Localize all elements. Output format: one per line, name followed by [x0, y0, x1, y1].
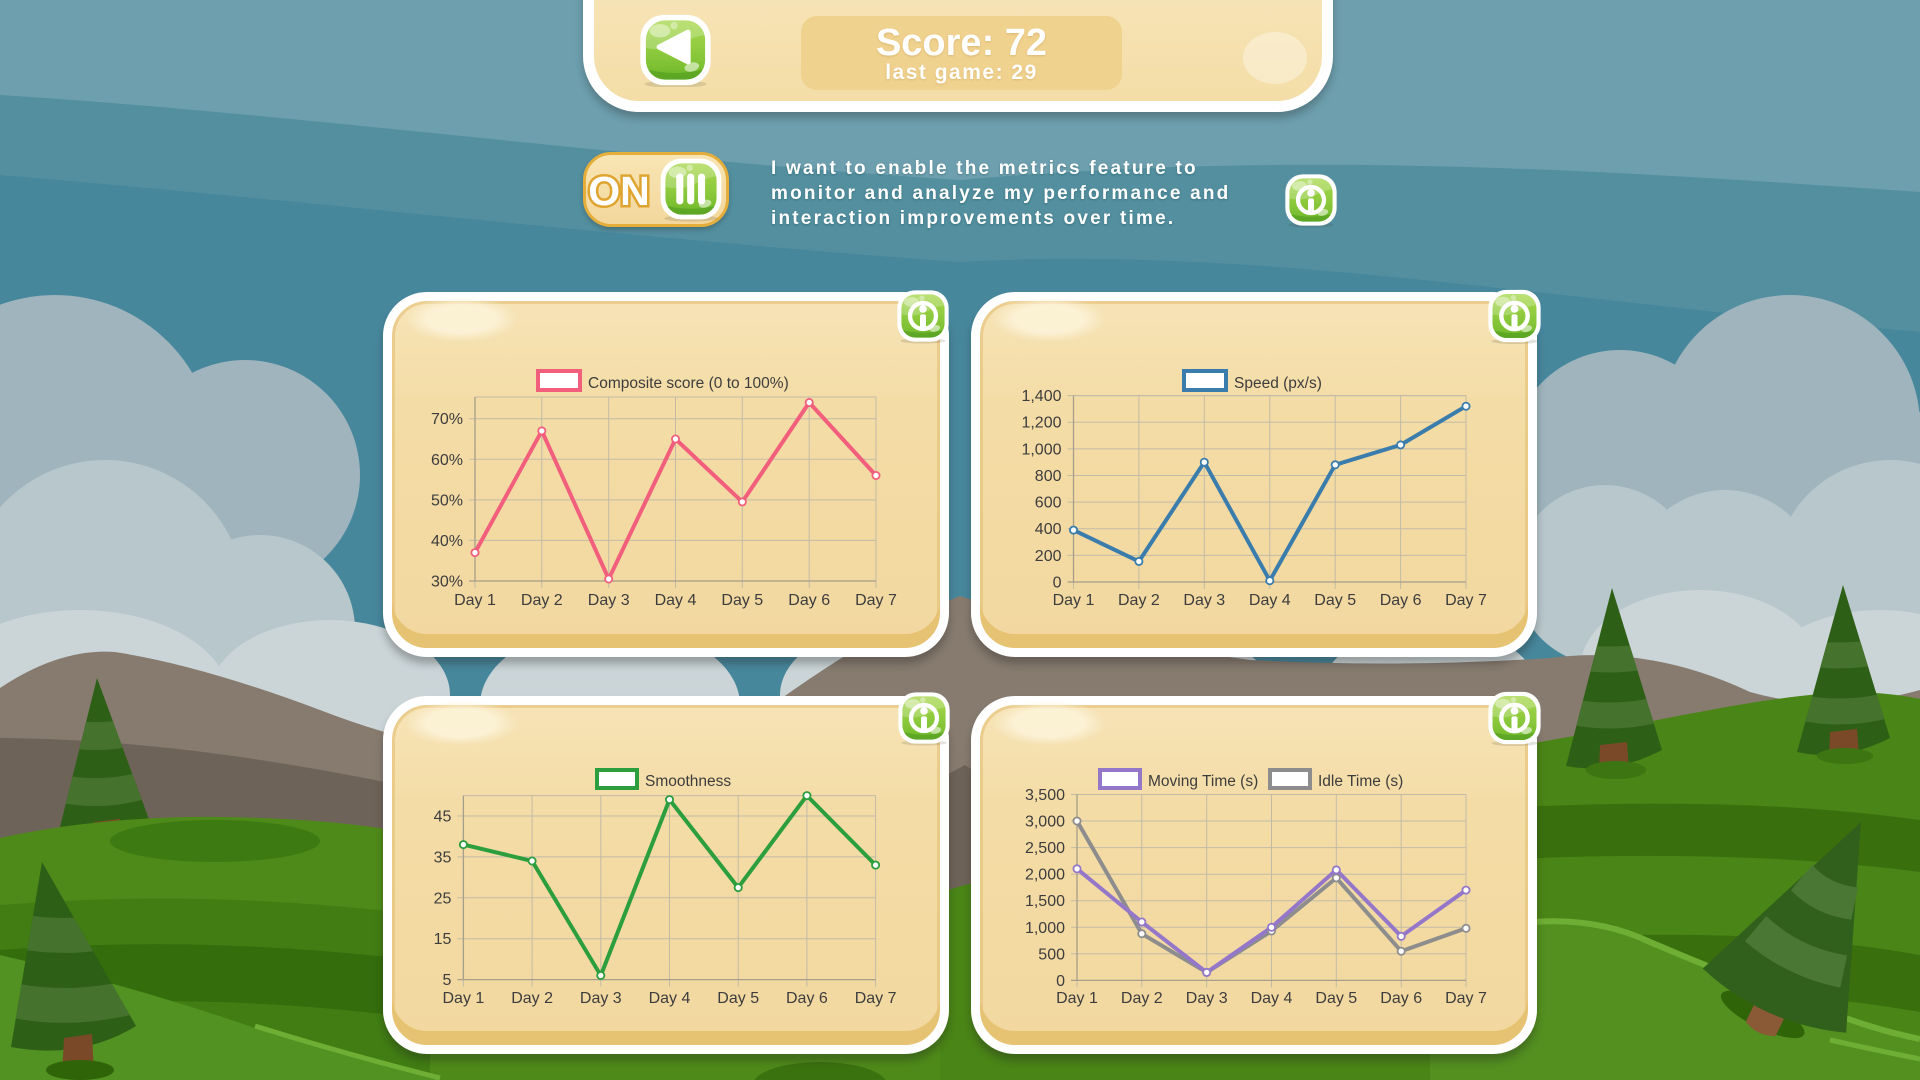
svg-text:40%: 40% — [431, 533, 463, 550]
svg-text:Day 3: Day 3 — [588, 592, 630, 609]
svg-text:25: 25 — [434, 890, 452, 907]
svg-text:Smoothness: Smoothness — [645, 773, 731, 790]
svg-text:Day 1: Day 1 — [443, 990, 485, 1007]
svg-text:Moving Time (s): Moving Time (s) — [1148, 773, 1258, 790]
svg-text:Day 6: Day 6 — [788, 592, 830, 609]
svg-text:1,400: 1,400 — [1021, 388, 1061, 405]
svg-text:Day 1: Day 1 — [1056, 990, 1098, 1007]
svg-text:3,000: 3,000 — [1025, 814, 1065, 831]
svg-text:Day 1: Day 1 — [454, 592, 496, 609]
svg-text:Day 6: Day 6 — [1380, 592, 1422, 609]
svg-text:Day 3: Day 3 — [580, 990, 622, 1007]
svg-text:Day 6: Day 6 — [1380, 990, 1422, 1007]
svg-text:Day 5: Day 5 — [1315, 990, 1357, 1007]
svg-text:1,000: 1,000 — [1021, 441, 1061, 458]
svg-text:Day 5: Day 5 — [717, 990, 759, 1007]
svg-text:1,500: 1,500 — [1025, 893, 1065, 910]
svg-text:70%: 70% — [431, 411, 463, 428]
svg-text:60%: 60% — [431, 452, 463, 469]
svg-text:30%: 30% — [431, 574, 463, 591]
svg-text:Day 4: Day 4 — [649, 990, 691, 1007]
svg-text:45: 45 — [434, 809, 452, 826]
svg-text:2,500: 2,500 — [1025, 840, 1065, 857]
svg-text:50%: 50% — [431, 492, 463, 509]
svg-text:Day 2: Day 2 — [1121, 990, 1163, 1007]
svg-text:Composite score (0 to 100%): Composite score (0 to 100%) — [588, 375, 789, 392]
svg-text:Day 3: Day 3 — [1183, 592, 1225, 609]
svg-text:Day 5: Day 5 — [1314, 592, 1356, 609]
svg-text:15: 15 — [434, 931, 452, 948]
svg-text:0: 0 — [1056, 973, 1065, 990]
svg-text:Day 2: Day 2 — [511, 990, 553, 1007]
svg-text:Day 4: Day 4 — [1251, 990, 1293, 1007]
svg-text:Day 4: Day 4 — [655, 592, 697, 609]
svg-text:Idle Time (s): Idle Time (s) — [1318, 773, 1403, 790]
svg-text:Day 1: Day 1 — [1053, 592, 1095, 609]
svg-text:Day 7: Day 7 — [1445, 592, 1487, 609]
svg-text:Day 4: Day 4 — [1249, 592, 1291, 609]
svg-text:Day 6: Day 6 — [786, 990, 828, 1007]
svg-text:2,000: 2,000 — [1025, 867, 1065, 884]
svg-text:ON: ON — [588, 168, 650, 214]
svg-text:600: 600 — [1035, 495, 1062, 512]
svg-text:Day 2: Day 2 — [1118, 592, 1160, 609]
svg-text:Day 5: Day 5 — [721, 592, 763, 609]
svg-text:Day 7: Day 7 — [1445, 990, 1487, 1007]
svg-text:1,200: 1,200 — [1021, 415, 1061, 432]
svg-text:500: 500 — [1038, 946, 1065, 963]
svg-text:5: 5 — [442, 972, 451, 989]
svg-text:0: 0 — [1053, 575, 1062, 592]
svg-text:400: 400 — [1035, 521, 1062, 538]
svg-text:3,500: 3,500 — [1025, 787, 1065, 804]
svg-text:Day 2: Day 2 — [521, 592, 563, 609]
svg-text:800: 800 — [1035, 468, 1062, 485]
svg-text:1,000: 1,000 — [1025, 920, 1065, 937]
svg-text:Speed (px/s): Speed (px/s) — [1234, 375, 1322, 392]
svg-text:Day 7: Day 7 — [855, 592, 897, 609]
svg-text:Day 3: Day 3 — [1186, 990, 1228, 1007]
svg-text:Day 7: Day 7 — [855, 990, 897, 1007]
svg-text:35: 35 — [434, 849, 452, 866]
svg-text:200: 200 — [1035, 548, 1062, 565]
